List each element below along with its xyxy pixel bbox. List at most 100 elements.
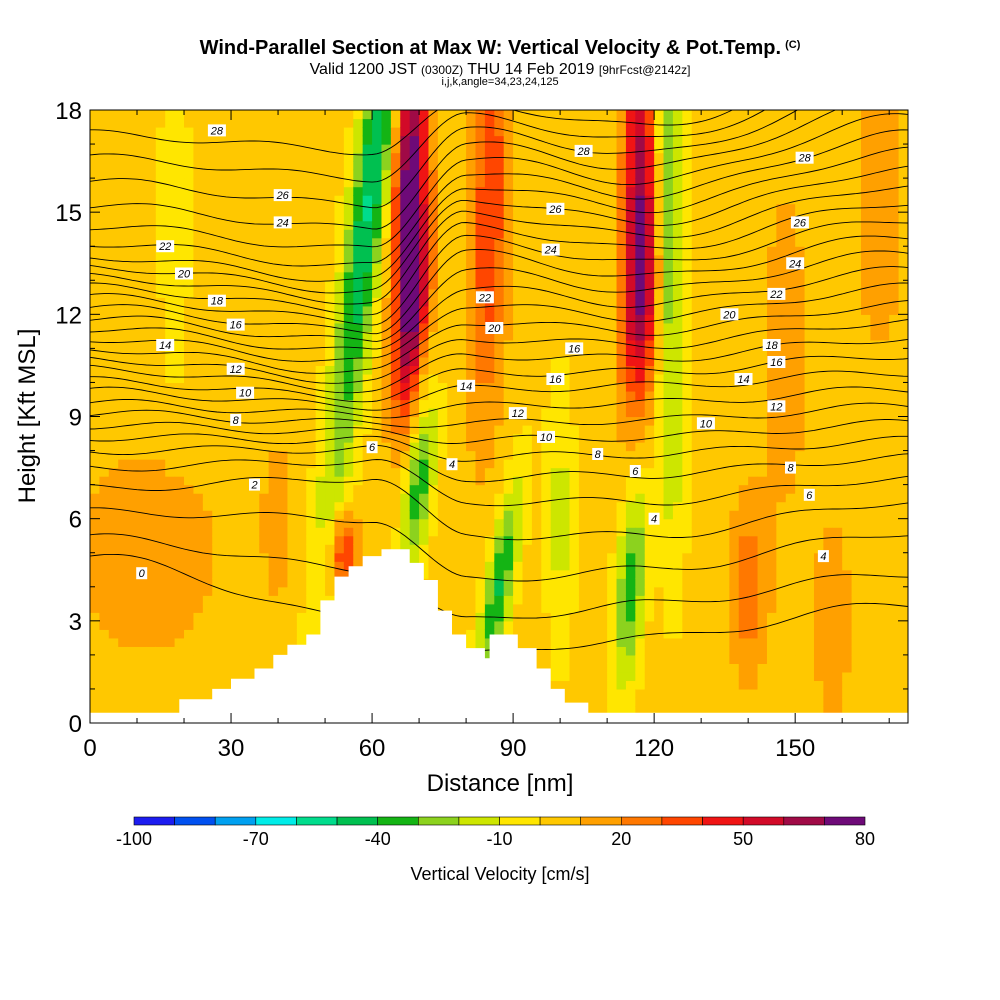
velocity-cell [654, 467, 665, 477]
velocity-cell [362, 161, 373, 171]
velocity-cell [531, 544, 542, 554]
velocity-cell [682, 144, 693, 154]
velocity-cell [381, 178, 392, 188]
velocity-cell [672, 561, 683, 571]
velocity-cell [108, 169, 119, 179]
velocity-cell [99, 229, 110, 239]
velocity-cell [578, 518, 589, 528]
velocity-cell [212, 544, 223, 554]
velocity-cell [644, 297, 655, 307]
velocity-cell [597, 280, 608, 290]
velocity-cell [616, 305, 627, 315]
velocity-cell [334, 535, 345, 545]
velocity-cell [513, 459, 524, 469]
velocity-cell [278, 254, 289, 264]
velocity-cell [325, 322, 336, 332]
velocity-cell [212, 416, 223, 426]
velocity-cell [691, 365, 702, 375]
velocity-cell [691, 688, 702, 699]
velocity-cell [607, 646, 618, 656]
velocity-cell [118, 331, 129, 341]
velocity-cell [607, 569, 618, 579]
velocity-cell [193, 144, 204, 154]
velocity-cell [240, 135, 251, 145]
velocity-cell [644, 467, 655, 477]
velocity-cell [240, 544, 251, 554]
velocity-cell [560, 407, 571, 418]
velocity-cell [372, 314, 383, 324]
velocity-cell [607, 339, 618, 349]
velocity-cell [625, 280, 636, 290]
velocity-cell [390, 484, 401, 494]
velocity-cell [202, 663, 213, 673]
velocity-cell [390, 169, 401, 179]
velocity-cell [616, 705, 627, 716]
velocity-cell [541, 314, 552, 324]
velocity-cell [644, 629, 655, 639]
velocity-cell [99, 697, 110, 707]
velocity-cell [259, 305, 270, 315]
velocity-cell [560, 203, 571, 213]
velocity-cell [212, 118, 223, 128]
velocity-cell [682, 569, 693, 579]
velocity-cell [682, 705, 693, 716]
velocity-cell [550, 620, 561, 630]
velocity-cell [390, 399, 401, 409]
velocity-cell [428, 229, 439, 239]
velocity-cell [137, 501, 148, 511]
velocity-cell [719, 322, 730, 332]
velocity-cell [146, 356, 157, 367]
velocity-cell [578, 407, 589, 418]
velocity-cell [682, 688, 693, 699]
velocity-cell [212, 169, 223, 179]
velocity-cell [400, 178, 411, 188]
velocity-cell [710, 688, 721, 699]
velocity-cell [635, 297, 646, 307]
velocity-cell [334, 254, 345, 264]
velocity-cell [503, 407, 514, 418]
velocity-cell [729, 407, 740, 418]
velocity-cell [531, 459, 542, 469]
velocity-cell [513, 399, 524, 409]
velocity-cell [362, 544, 373, 554]
velocity-cell [635, 220, 646, 230]
velocity-cell [550, 237, 561, 247]
velocity-cell [240, 212, 251, 222]
velocity-cell [607, 280, 618, 290]
velocity-cell [466, 578, 477, 588]
velocity-cell [202, 527, 213, 537]
velocity-cell [400, 467, 411, 477]
velocity-cell [635, 620, 646, 630]
velocity-cell [494, 152, 505, 162]
velocity-cell [569, 118, 580, 128]
velocity-cell [231, 620, 242, 630]
velocity-cell [466, 586, 477, 596]
velocity-cell [174, 578, 185, 588]
velocity-cell [644, 586, 655, 596]
velocity-cell [663, 535, 674, 545]
velocity-cell [343, 186, 354, 196]
velocity-cell [146, 348, 157, 358]
velocity-cell [710, 544, 721, 554]
velocity-cell [522, 110, 533, 120]
velocity-cell [644, 195, 655, 205]
velocity-cell [259, 637, 270, 647]
velocity-cell [513, 425, 524, 435]
velocity-cell [456, 169, 467, 179]
velocity-cell [334, 484, 345, 494]
velocity-cell [362, 356, 373, 367]
velocity-cell [654, 493, 665, 503]
velocity-cell [484, 178, 495, 188]
velocity-cell [484, 518, 495, 528]
velocity-cell [550, 110, 561, 120]
velocity-cell [550, 314, 561, 324]
velocity-cell [560, 433, 571, 443]
velocity-cell [127, 195, 138, 205]
velocity-cell [287, 152, 298, 162]
velocity-cell [663, 705, 674, 716]
velocity-cell [221, 544, 232, 554]
velocity-cell [494, 569, 505, 579]
velocity-cell [738, 697, 749, 707]
velocity-cell [484, 356, 495, 367]
velocity-cell [456, 110, 467, 120]
